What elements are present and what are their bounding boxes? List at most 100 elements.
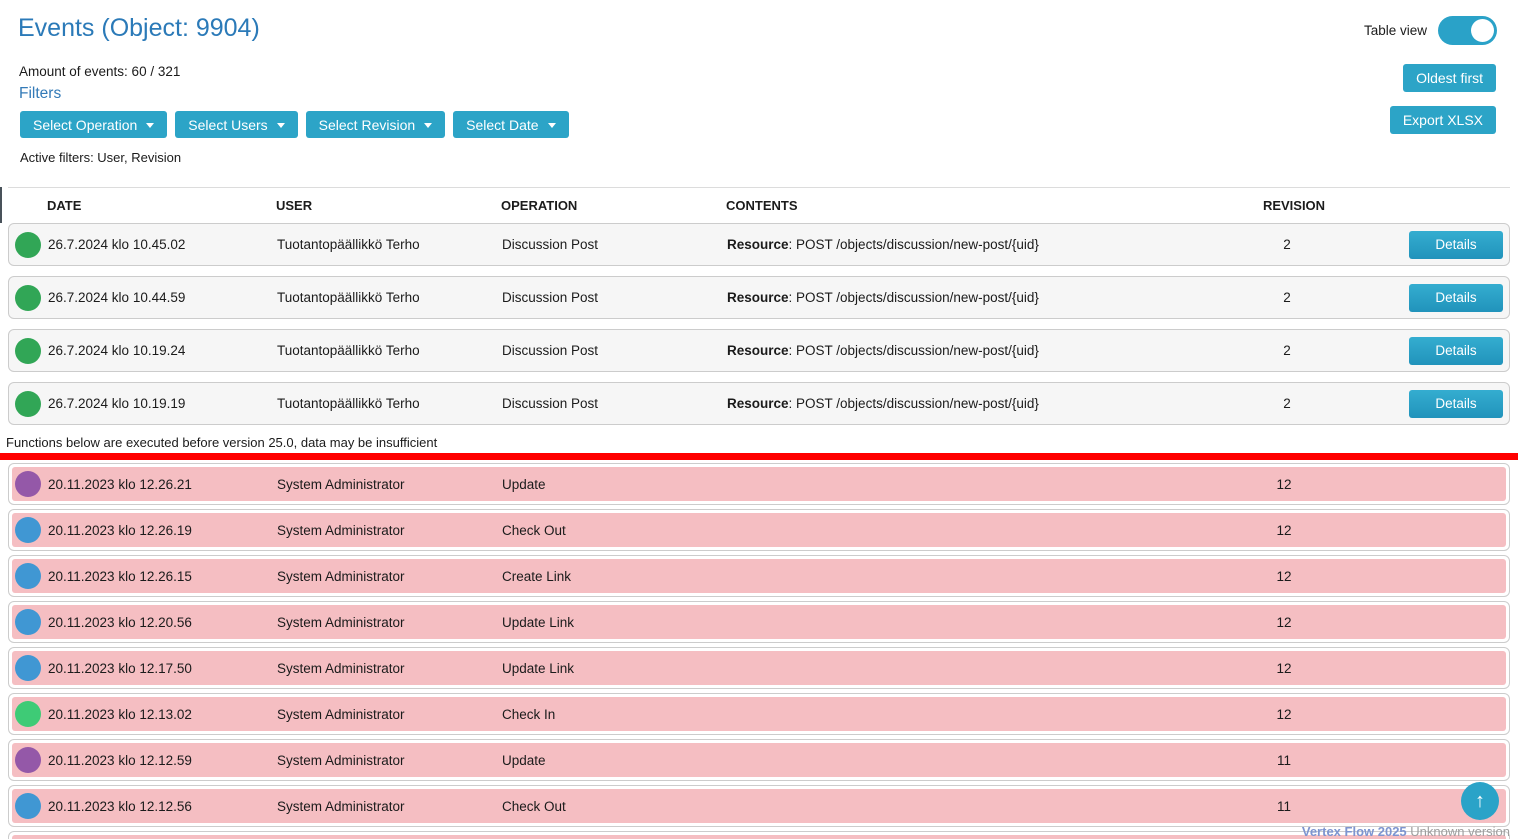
table-row: 26.7.2024 klo 10.44.59 Tuotantopäällikkö… [8, 276, 1510, 319]
event-user: Tuotantopäällikkö Terho [277, 237, 420, 252]
event-date: 20.11.2023 klo 12.26.21 [48, 476, 192, 492]
event-operation: Check In [502, 706, 556, 722]
filter-dropdown-button[interactable]: Select Users [175, 111, 298, 138]
event-operation: Discussion Post [502, 237, 599, 252]
table-row-inner: 26.7.2024 klo 10.45.02 Tuotantopäällikkö… [9, 224, 1509, 265]
status-indicator-icon [15, 609, 41, 635]
status-indicator-icon [15, 793, 41, 819]
version-warning-text: Functions below are executed before vers… [6, 435, 438, 450]
table-row-inner: 26.7.2024 klo 10.44.59 Tuotantopäällikkö… [9, 277, 1509, 318]
event-date: 20.11.2023 klo 12.12.56 [48, 798, 192, 814]
event-operation: Update [502, 476, 546, 492]
table-row-inner: 20.11.2023 klo 12.12.56 System Administr… [12, 789, 1506, 823]
event-operation: Check Out [502, 798, 566, 814]
event-operation: Update Link [502, 660, 575, 676]
table-row-inner: 26.7.2024 klo 10.19.19 Tuotantopäällikkö… [9, 383, 1509, 424]
table-row: 26.7.2024 klo 10.45.02 Tuotantopäällikkö… [8, 223, 1510, 266]
table-view-toggle[interactable] [1438, 16, 1497, 45]
event-operation: Create Link [502, 568, 572, 584]
event-revision: 12 [1276, 660, 1292, 676]
active-filters-text: Active filters: User, Revision [20, 150, 182, 165]
table-row: 20.11.2023 klo 12.26.19 System Administr… [8, 509, 1510, 551]
event-user: System Administrator [277, 798, 405, 814]
table-row: 20.11.2023 klo 12.12.59 System Administr… [8, 739, 1510, 781]
table-view-label: Table view [1363, 23, 1427, 38]
filters-link[interactable]: Filters [19, 85, 62, 102]
chevron-down-icon [276, 122, 285, 132]
event-contents: Resource: POST /objects/discussion/new-p… [727, 290, 1187, 305]
contents-label: Resource [727, 396, 789, 411]
event-operation: Discussion Post [502, 396, 599, 411]
contents-text: : POST /objects/discussion/new-post/{uid… [788, 237, 1039, 252]
app-footer: Vertex Flow 2025 Unknown version [1302, 824, 1510, 839]
filter-dropdown-button[interactable]: Select Revision [305, 111, 446, 138]
details-cell: Details [1387, 389, 1503, 418]
status-indicator-icon [15, 747, 41, 773]
recent-events-list: 26.7.2024 klo 10.45.02 Tuotantopäällikkö… [0, 223, 1518, 425]
details-cell: Details [1387, 283, 1503, 312]
event-operation: Update Link [502, 614, 575, 630]
version-text: Unknown version [1410, 824, 1510, 839]
scroll-to-top-button[interactable]: ↑ [1461, 782, 1499, 820]
event-contents: Resource: POST /objects/discussion/new-p… [727, 396, 1187, 411]
contents-text: : POST /objects/discussion/new-post/{uid… [788, 290, 1039, 305]
oldest-first-button[interactable]: Oldest first [1403, 64, 1496, 92]
table-row-inner: 20.11.2023 klo 12.26.19 System Administr… [12, 513, 1506, 547]
old-events-list: 20.11.2023 klo 12.26.21 System Administr… [0, 463, 1518, 839]
table-row: 20.11.2023 klo 12.12.56 System Administr… [8, 785, 1510, 827]
table-row: 26.7.2024 klo 10.19.24 Tuotantopäällikkö… [8, 329, 1510, 372]
table-row-inner: 20.11.2023 klo 12.17.50 System Administr… [12, 651, 1506, 685]
column-header-date: DATE [47, 198, 82, 213]
filter-button-label: Select Date [466, 116, 539, 133]
event-user: System Administrator [277, 660, 405, 676]
event-operation: Check Out [502, 522, 566, 538]
event-user: System Administrator [277, 706, 405, 722]
status-indicator-icon [15, 471, 41, 497]
event-revision: 2 [1283, 343, 1291, 358]
amount-of-events: Amount of events: 60 / 321 [19, 64, 181, 79]
event-date: 20.11.2023 klo 12.20.56 [48, 614, 192, 630]
table-header-row: DATE USER OPERATION CONTENTS REVISION [0, 187, 1510, 223]
event-revision: 2 [1283, 237, 1291, 252]
status-indicator-icon [15, 517, 41, 543]
event-user: Tuotantopäällikkö Terho [277, 396, 420, 411]
event-user: System Administrator [277, 522, 405, 538]
table-row: 20.11.2023 klo 12.26.15 System Administr… [8, 555, 1510, 597]
event-contents: Resource: POST /objects/discussion/new-p… [727, 343, 1187, 358]
filter-button-label: Select Operation [33, 116, 138, 133]
event-user: Tuotantopäällikkö Terho [277, 343, 420, 358]
details-button[interactable]: Details [1409, 230, 1503, 259]
event-revision: 12 [1276, 522, 1292, 538]
table-row-inner: 20.11.2023 klo 12.13.02 System Administr… [12, 697, 1506, 731]
chevron-down-icon [424, 122, 433, 132]
column-header-user: USER [276, 198, 313, 213]
table-row: 20.11.2023 klo 12.17.50 System Administr… [8, 647, 1510, 689]
table-row: 26.7.2024 klo 10.19.19 Tuotantopäällikkö… [8, 382, 1510, 425]
status-indicator-icon [15, 655, 41, 681]
filter-dropdown-button[interactable]: Select Date [453, 111, 569, 138]
event-user: System Administrator [277, 476, 405, 492]
details-button[interactable]: Details [1409, 283, 1503, 312]
event-user: Tuotantopäällikkö Terho [277, 290, 420, 305]
details-cell: Details [1387, 230, 1503, 259]
event-date: 20.11.2023 klo 12.17.50 [48, 660, 192, 676]
export-xlsx-button[interactable]: Export XLSX [1389, 106, 1496, 134]
table-row: 20.11.2023 klo 12.13.02 System Administr… [8, 693, 1510, 735]
status-indicator-icon [15, 231, 41, 258]
details-button[interactable]: Details [1409, 389, 1503, 418]
event-user: System Administrator [277, 614, 405, 630]
event-revision: 2 [1283, 290, 1291, 305]
event-date: 20.11.2023 klo 12.12.59 [48, 752, 192, 768]
table-row [8, 831, 1510, 839]
details-button[interactable]: Details [1409, 336, 1503, 365]
contents-label: Resource [727, 290, 789, 305]
event-user: System Administrator [277, 752, 405, 768]
event-operation: Discussion Post [502, 343, 599, 358]
status-indicator-icon [15, 701, 41, 727]
filter-dropdown-button[interactable]: Select Operation [20, 111, 168, 138]
table-row-inner: 20.11.2023 klo 12.26.21 System Administr… [12, 467, 1506, 501]
table-row-inner: 20.11.2023 klo 12.26.15 System Administr… [12, 559, 1506, 593]
event-date: 20.11.2023 klo 12.26.15 [48, 568, 192, 584]
event-user: System Administrator [277, 568, 405, 584]
table-row-inner: 20.11.2023 klo 12.20.56 System Administr… [12, 605, 1506, 639]
